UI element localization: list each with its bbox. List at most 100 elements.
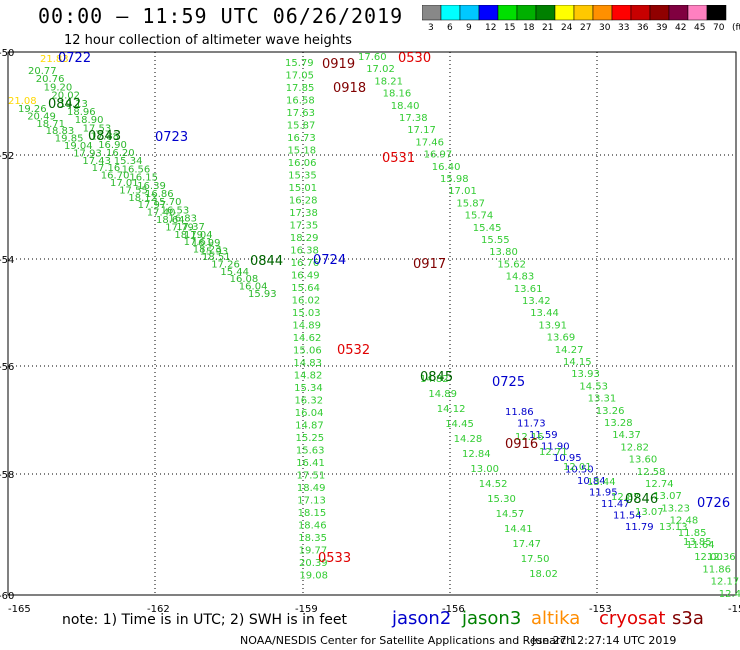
swh-value: 11.86 [505, 407, 534, 418]
legend-swatch [706, 5, 727, 21]
swh-value: 17.79 [165, 222, 194, 233]
time-label: 0532 [337, 343, 370, 358]
legend-tick-label: 12 [485, 23, 497, 33]
legend-swatch [668, 5, 689, 21]
swh-value: 15.63 [296, 446, 325, 457]
timestamp: Jun 27 12:27:14 UTC 2019 [532, 634, 677, 647]
swh-value: 15.74 [465, 211, 494, 222]
time-label: 0723 [155, 130, 188, 145]
swh-value: 13.80 [489, 247, 518, 258]
time-label: 0843 [88, 129, 121, 144]
swh-value: 16.73 [287, 133, 316, 144]
legend-tick-label: 30 [599, 23, 611, 33]
swh-value: 16.76 [291, 258, 320, 269]
swh-value: 14.83 [506, 272, 535, 283]
swh-value: 11.54 [613, 511, 642, 522]
legend-tick-label: 33 [618, 23, 630, 33]
legend-tick-label: 9 [466, 23, 472, 33]
legend-tick-label: 42 [675, 23, 687, 33]
swh-value: 15.06 [293, 346, 322, 357]
swh-value: 18.16 [383, 89, 412, 100]
swh-value: 15.87 [287, 121, 316, 132]
swh-value: 18.21 [374, 76, 403, 87]
swh-value: 13.13 [659, 522, 688, 533]
swh-value: 12.74 [645, 479, 674, 490]
swh-value: 12.45 [719, 589, 740, 600]
swh-value: 12.82 [620, 442, 649, 453]
swh-value: 17.46 [415, 137, 444, 148]
legend-tick-label: 36 [637, 23, 649, 33]
swh-value: 20.49 [27, 111, 56, 122]
swh-value: 10.95 [553, 453, 582, 464]
swh-value: 11.59 [529, 430, 558, 441]
swh-value: 18.49 [297, 483, 326, 494]
legend-swatch [459, 5, 480, 21]
swh-value: 16.40 [432, 162, 461, 173]
swh-value: 15.93 [200, 246, 229, 257]
swh-value: 15.93 [248, 289, 277, 300]
lat-lon-grid [7, 51, 737, 596]
swh-value: 17.35 [290, 221, 319, 232]
swh-value: 19.26 [18, 104, 47, 115]
swh-value: 15.98 [440, 174, 469, 185]
time-label: 0846 [625, 492, 658, 507]
swh-value: 11.95 [589, 488, 618, 499]
swh-value: 17.37 [176, 222, 205, 233]
swh-value: 16.90 [98, 140, 127, 151]
lat-label: -56 [0, 362, 14, 373]
swh-value: 18.40 [391, 101, 420, 112]
swh-value: 15.64 [291, 283, 320, 294]
swh-value: 11.79 [625, 522, 654, 533]
swh-value: 16.86 [145, 189, 174, 200]
time-label: 0531 [382, 151, 415, 166]
time-label: 0919 [322, 57, 355, 72]
legend-swatch [649, 5, 670, 21]
swh-value: 12.71 [539, 447, 568, 458]
swh-value: 17.88 [90, 132, 119, 143]
swh-value: 20.76 [36, 74, 65, 85]
swh-value: 16.08 [230, 274, 259, 285]
swh-value: 16.06 [288, 158, 317, 169]
track-values: 20.7720.7619.2020.0219.1318.9618.9017.53… [8, 52, 740, 600]
swh-value: 20.77 [28, 66, 57, 77]
swh-value: 12.16 [515, 432, 544, 443]
swh-value: 14.82 [294, 371, 323, 382]
swh-value: 11.85 [678, 528, 707, 539]
swh-value: 14.53 [579, 381, 608, 392]
legend-swatch [630, 5, 651, 21]
swh-value: 14.89 [292, 321, 321, 332]
swh-value: 14.45 [445, 419, 474, 430]
legend-swatch [535, 5, 556, 21]
swh-value: 17.01 [448, 186, 477, 197]
lon-label: -156 [442, 604, 465, 615]
swh-value: 17.51 [297, 471, 326, 482]
swh-value: 17.02 [366, 64, 395, 75]
swh-value: 18.64 [156, 215, 185, 226]
time-label: 0724 [313, 253, 346, 268]
swh-value: 11.64 [686, 540, 715, 551]
swh-value: 13.07 [635, 507, 664, 518]
swh-value: 17.38 [289, 208, 318, 219]
satellite-name: cryosat [599, 608, 666, 629]
legend-tick-label: 18 [523, 23, 535, 33]
legend-swatch [478, 5, 499, 21]
lat-label: -54 [0, 255, 14, 266]
swh-value: 17.53 [83, 123, 112, 134]
time-label: 0725 [492, 375, 525, 390]
legend-tick-label: 6 [447, 23, 453, 33]
swh-value: 17.43 [82, 156, 111, 167]
swh-value: 16.58 [286, 96, 315, 107]
swh-value: 12.17 [711, 577, 740, 588]
swh-value: 18.96 [67, 107, 96, 118]
swh-value: 13.00 [470, 464, 499, 475]
swh-value: 16.04 [295, 408, 324, 419]
swh-value: 17.16 [92, 163, 121, 174]
legend-swatch [687, 5, 708, 21]
swh-value: 17.93 [73, 148, 102, 159]
swh-value: 16.39 [137, 181, 166, 192]
swh-value: 16.83 [168, 214, 197, 225]
swh-value: 16.02 [292, 296, 321, 307]
swh-value: 15.79 [285, 58, 314, 69]
swh-value: 18.15 [298, 508, 327, 519]
swh-value: 12.00 [694, 552, 723, 563]
